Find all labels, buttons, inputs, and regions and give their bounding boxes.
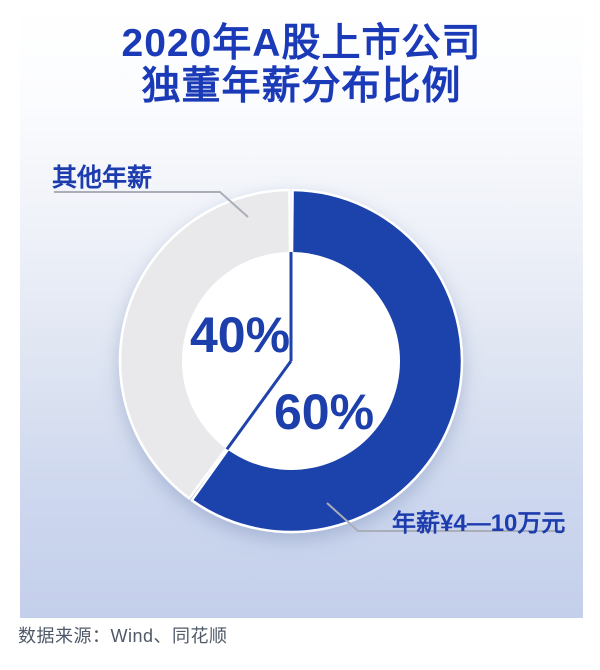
chart-title-line2: 独董年薪分布比例 — [141, 65, 462, 108]
callout-label-other: 其他年薪 — [52, 164, 153, 192]
slice-value-other: 40% — [189, 307, 291, 363]
data-source-note: 数据来源：Wind、同花顺 — [18, 626, 228, 646]
slice-value-range: 60% — [273, 384, 375, 440]
chart-title: 2020年A股上市公司 独董年薪分布比例 — [20, 22, 583, 108]
chart-title-line1: 2020年A股上市公司 — [121, 22, 482, 65]
callout-label-range: 年薪¥4—10万元 — [392, 510, 566, 537]
